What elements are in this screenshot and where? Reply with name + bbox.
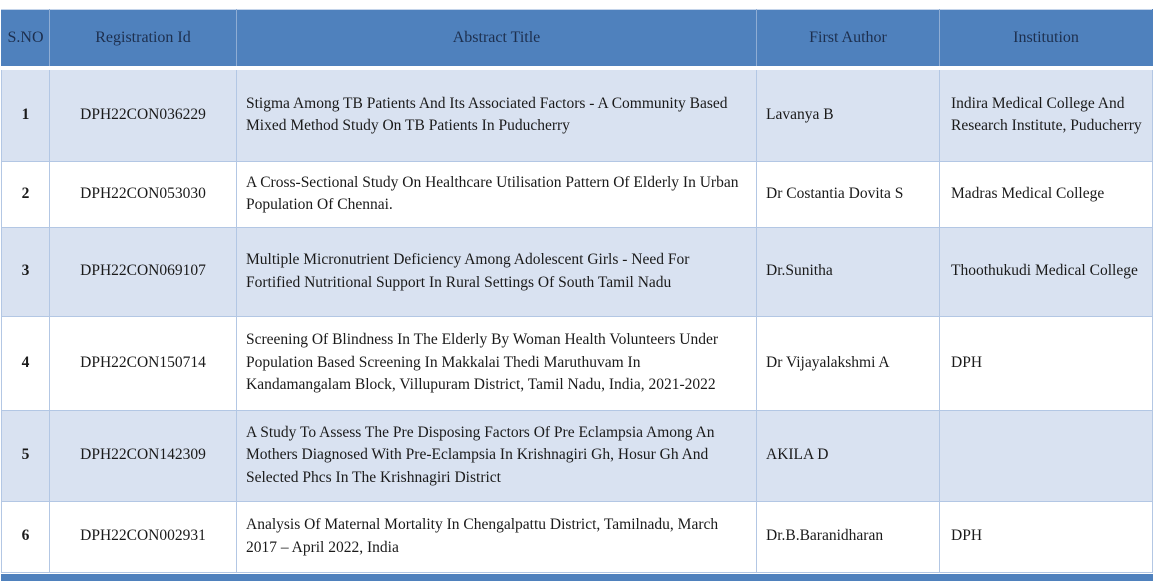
cell-first-author: Lavanya B	[756, 67, 940, 162]
cell-sno: 2	[1, 160, 50, 228]
cell-first-author: Dr Vijayalakshmi A	[756, 315, 940, 411]
cell-registration-id: DPH22CON002931	[49, 500, 237, 573]
cell-institution: DPH	[939, 500, 1153, 573]
table-row: 3 DPH22CON069107 Multiple Micronutrient …	[1, 226, 1153, 317]
cell-registration-id: DPH22CON036229	[49, 67, 237, 162]
cell-first-author: Dr.B.Baranidharan	[756, 500, 940, 573]
next-page-header-edge	[1, 574, 1153, 581]
cell-abstract-title: A Cross-Sectional Study On Healthcare Ut…	[236, 160, 757, 228]
column-header-first-author: First Author	[756, 9, 940, 70]
cell-first-author: AKILA D	[756, 409, 940, 502]
cell-registration-id: DPH22CON053030	[49, 160, 237, 228]
cell-first-author: Dr Costantia Dovita S	[756, 160, 940, 228]
cell-abstract-title: Stigma Among TB Patients And Its Associa…	[236, 67, 757, 162]
cell-abstract-title: Screening Of Blindness In The Elderly By…	[236, 315, 757, 411]
cell-institution	[939, 409, 1153, 502]
cell-institution: DPH	[939, 315, 1153, 411]
cell-abstract-title: Multiple Micronutrient Deficiency Among …	[236, 226, 757, 317]
cell-abstract-title: Analysis Of Maternal Mortality In Chenga…	[236, 500, 757, 573]
cell-institution: Thoothukudi Medical College	[939, 226, 1153, 317]
cell-abstract-title: A Study To Assess The Pre Disposing Fact…	[236, 409, 757, 502]
column-header-institution: Institution	[939, 9, 1153, 70]
cell-registration-id: DPH22CON150714	[49, 315, 237, 411]
table-row: 1 DPH22CON036229 Stigma Among TB Patient…	[1, 67, 1153, 162]
table-header-row: S.NO Registration Id Abstract Title Firs…	[1, 9, 1153, 70]
cell-institution: Indira Medical College And Research Inst…	[939, 67, 1153, 162]
cell-first-author: Dr.Sunitha	[756, 226, 940, 317]
cell-sno: 3	[1, 226, 50, 317]
column-header-abstract-title: Abstract Title	[236, 9, 757, 70]
table-row: 5 DPH22CON142309 A Study To Assess The P…	[1, 409, 1153, 502]
cell-sno: 1	[1, 67, 50, 162]
cell-registration-id: DPH22CON142309	[49, 409, 237, 502]
table-row: 6 DPH22CON002931 Analysis Of Maternal Mo…	[1, 500, 1153, 573]
table-row: 2 DPH22CON053030 A Cross-Sectional Study…	[1, 160, 1153, 228]
cell-sno: 4	[1, 315, 50, 411]
cell-sno: 5	[1, 409, 50, 502]
cell-sno: 6	[1, 500, 50, 573]
column-header-registration-id: Registration Id	[49, 9, 237, 70]
table-row: 4 DPH22CON150714 Screening Of Blindness …	[1, 315, 1153, 411]
cell-institution: Madras Medical College	[939, 160, 1153, 228]
cell-registration-id: DPH22CON069107	[49, 226, 237, 317]
column-header-sno: S.NO	[1, 9, 50, 70]
abstracts-table: S.NO Registration Id Abstract Title Firs…	[1, 9, 1153, 573]
